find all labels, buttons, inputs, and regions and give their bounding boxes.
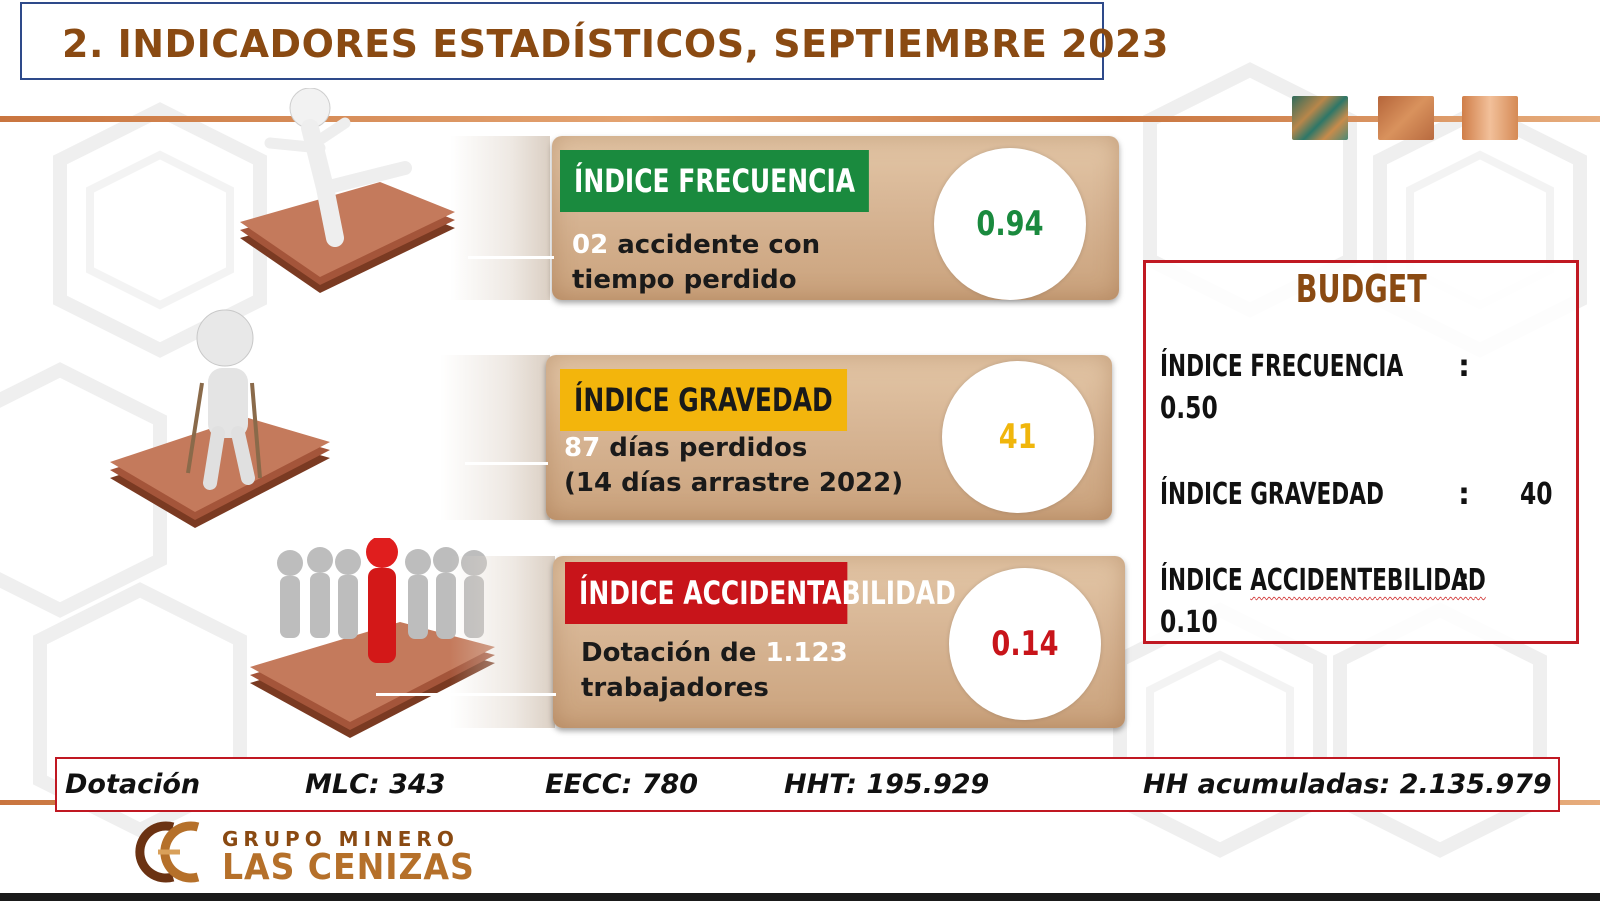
falling-figure-illustration (240, 88, 455, 293)
dotacion-mlc: MLC: 343 (305, 769, 446, 800)
indicator-value: 41 (999, 417, 1037, 457)
indicator-value-circle: 41 (942, 361, 1094, 513)
indicator-value: 0.14 (991, 624, 1059, 664)
dotacion-bar: Dotación MLC: 343 EECC: 780 HHT: 195.929… (55, 757, 1560, 812)
dotacion-hht: HHT: 195.929 (784, 769, 990, 800)
indicator-card-accidentabilidad: ÍNDICE ACCIDENTABILIDAD Dotación de 1.12… (553, 556, 1125, 728)
indicator-label: ÍNDICE GRAVEDAD (560, 369, 847, 431)
company-logo: GRUPO MINERO LAS CENIZAS (118, 817, 498, 888)
budget-row-accidentabilidad-value: 0.10 (1160, 605, 1218, 640)
indicator-description: 87 días perdidos (14 días arrastre 2022) (564, 433, 904, 498)
title-box: 2. INDICADORES ESTADÍSTICOS, SEPTIEMBRE … (20, 2, 1168, 80)
indicator-value-circle: 0.14 (949, 568, 1101, 720)
dotacion-hh-acumuladas: HH acumuladas: 2.135.979 (1143, 769, 1552, 800)
indicator-label: ÍNDICE FRECUENCIA (560, 150, 870, 212)
indicator-card-frecuencia: ÍNDICE FRECUENCIA 02 accidente con tiemp… (552, 136, 1119, 300)
card-fade-3 (450, 556, 555, 728)
logo-mark-icon (135, 821, 200, 883)
indicator-description: 02 accidente con tiempo perdido (572, 230, 821, 295)
page-title: 2. INDICADORES ESTADÍSTICOS, SEPTIEMBRE … (62, 22, 1169, 66)
indicator-label: ÍNDICE ACCIDENTABILIDAD (565, 562, 956, 624)
connector-line (376, 693, 556, 696)
group-leader-illustration (250, 538, 495, 738)
copper-bar-swatch (1462, 96, 1518, 140)
logo-text-bottom: LAS CENIZAS (222, 847, 475, 888)
copper-divider-top (0, 116, 1600, 122)
budget-row-gravedad-value: 40 (1520, 477, 1553, 512)
budget-row-colon: : (1458, 563, 1470, 598)
indicator-card-gravedad: ÍNDICE GRAVEDAD 87 días perdidos (14 día… (546, 355, 1112, 520)
budget-box: BUDGET ÍNDICE FRECUENCIA : 0.50 ÍNDICE G… (1143, 260, 1579, 644)
indicator-description: Dotación de 1.123 trabajadores (581, 638, 848, 703)
budget-row-colon: : (1458, 349, 1470, 384)
crutches-figure-illustration (110, 309, 330, 528)
indicator-value-circle: 0.94 (934, 148, 1086, 300)
budget-title: BUDGET (1295, 267, 1427, 311)
copper-ore-swatch (1292, 96, 1348, 140)
connector-line (465, 462, 548, 465)
logo-text-top: GRUPO MINERO (222, 827, 459, 851)
copper-swatch (1378, 96, 1434, 140)
dotacion-eecc: EECC: 780 (545, 769, 699, 800)
card-fade-1 (450, 136, 550, 300)
connector-line (468, 256, 554, 259)
budget-row-frecuencia-value: 0.50 (1160, 391, 1218, 426)
budget-row-frecuencia-label: ÍNDICE FRECUENCIA (1160, 349, 1404, 384)
card-fade-2 (440, 355, 550, 520)
budget-row-accidentabilidad-label: ÍNDICE ACCIDENTEBILIDAD (1160, 563, 1486, 598)
indicator-value: 0.94 (976, 204, 1044, 244)
dotacion-label: Dotación (65, 769, 201, 800)
budget-row-colon: : (1458, 477, 1470, 512)
bottom-edge-bar (0, 893, 1600, 901)
budget-row-gravedad-label: ÍNDICE GRAVEDAD (1160, 477, 1384, 512)
